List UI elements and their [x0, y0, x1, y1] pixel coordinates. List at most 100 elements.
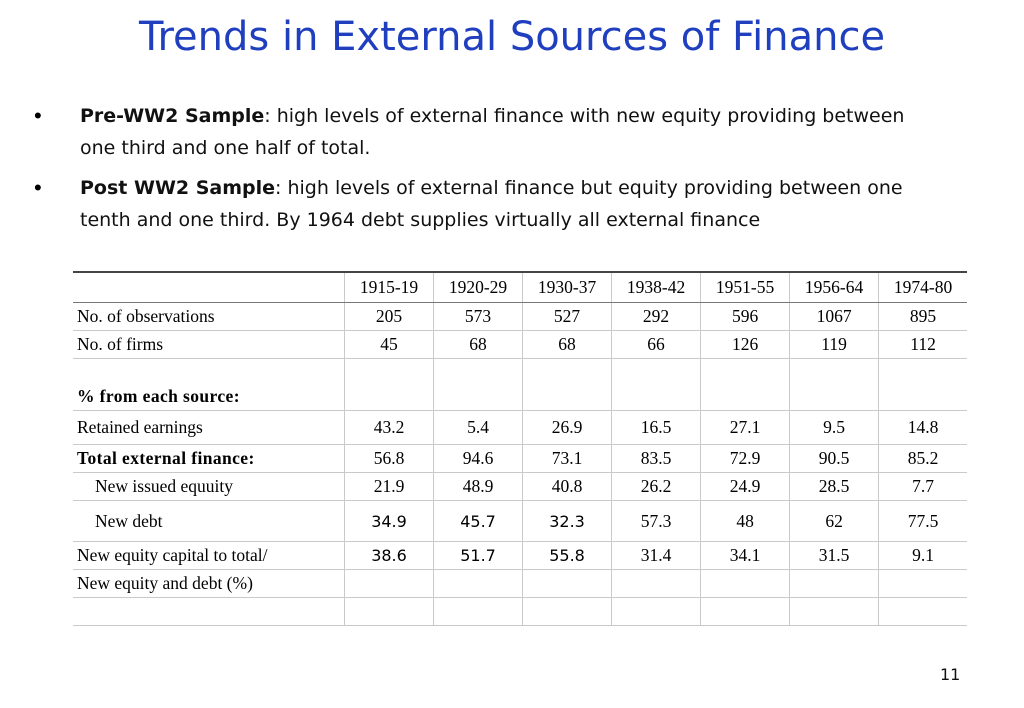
table-cell: 56.8 [344, 444, 435, 473]
bullet-list: • Pre-WW2 Sample: high levels of externa… [34, 100, 964, 244]
table-cell: 48 [700, 500, 791, 542]
table-cell: 7.7 [878, 472, 967, 501]
table-cell [611, 358, 702, 411]
table-cell [344, 597, 435, 626]
bullet-item: • Post WW2 Sample: high levels of extern… [34, 172, 964, 236]
table-row: Retained earnings 43.2 5.4 26.9 16.5 27.… [73, 410, 967, 445]
header-period: 1951-55 [700, 272, 791, 303]
table-cell: 34.1 [700, 541, 791, 570]
row-label: New issued equuity [73, 472, 345, 501]
row-label: New equity capital to total/ [73, 541, 345, 570]
table-row: No. of observations 205 573 527 292 596 … [73, 302, 967, 331]
table-cell: 119 [789, 330, 880, 359]
bullet-item: • Pre-WW2 Sample: high levels of externa… [34, 100, 964, 164]
row-label: No. of firms [73, 330, 345, 359]
bullet-text: Post WW2 Sample: high levels of external… [80, 172, 940, 236]
table-cell: 90.5 [789, 444, 880, 473]
table-cell [789, 597, 880, 626]
table-cell [611, 597, 702, 626]
table-row: Total external finance: 56.8 94.6 73.1 8… [73, 444, 967, 473]
header-period: 1974-80 [878, 272, 967, 303]
table-cell: 292 [611, 302, 702, 331]
header-period: 1920-29 [433, 272, 524, 303]
table-cell: 40.8 [522, 472, 613, 501]
header-period: 1938-42 [611, 272, 702, 303]
table-cell: 45 [344, 330, 435, 359]
table-cell: 34.9 [344, 500, 435, 542]
table-cell: 112 [878, 330, 967, 359]
table-cell: 48.9 [433, 472, 524, 501]
table-cell: 51.7 [433, 541, 524, 570]
table-cell [789, 358, 880, 411]
table-section-row: % from each source: [73, 358, 967, 411]
table-cell: 27.1 [700, 410, 791, 445]
table-cell: 205 [344, 302, 435, 331]
table-cell [73, 597, 345, 626]
table-cell: 72.9 [700, 444, 791, 473]
table-cell: 32.3 [522, 500, 613, 542]
table-cell: 83.5 [611, 444, 702, 473]
table-cell: 73.1 [522, 444, 613, 473]
table-cell: 31.4 [611, 541, 702, 570]
table-cell: 62 [789, 500, 880, 542]
row-label: Retained earnings [73, 410, 345, 445]
table-row [73, 597, 967, 626]
table-cell [611, 569, 702, 598]
table-cell: 85.2 [878, 444, 967, 473]
table-cell: 24.9 [700, 472, 791, 501]
table-cell [344, 569, 435, 598]
table-cell: 77.5 [878, 500, 967, 542]
table-cell: 94.6 [433, 444, 524, 473]
table-cell [878, 358, 967, 411]
section-label: % from each source: [73, 358, 345, 411]
table-cell: 16.5 [611, 410, 702, 445]
table-cell: 126 [700, 330, 791, 359]
table-cell: 895 [878, 302, 967, 331]
row-label: No. of observations [73, 302, 345, 331]
table-cell: 38.6 [344, 541, 435, 570]
table-cell [789, 569, 880, 598]
table-cell: 5.4 [433, 410, 524, 445]
table-cell: 573 [433, 302, 524, 331]
table-cell [878, 597, 967, 626]
table-row: New issued equuity 21.9 48.9 40.8 26.2 2… [73, 472, 967, 501]
table-cell: 596 [700, 302, 791, 331]
row-label: New debt [73, 500, 345, 542]
table-cell: 68 [433, 330, 524, 359]
table-cell [522, 569, 613, 598]
table-cell: 66 [611, 330, 702, 359]
slide-title: Trends in External Sources of Finance [138, 14, 886, 60]
table-cell: 1067 [789, 302, 880, 331]
table-cell: 55.8 [522, 541, 613, 570]
table-cell [433, 569, 524, 598]
table-cell: 14.8 [878, 410, 967, 445]
table-row: New debt 34.9 45.7 32.3 57.3 48 62 77.5 [73, 500, 967, 542]
table-cell: 43.2 [344, 410, 435, 445]
table-cell: 28.5 [789, 472, 880, 501]
bullet-text: Pre-WW2 Sample: high levels of external … [80, 100, 940, 164]
table-row: No. of firms 45 68 68 66 126 119 112 [73, 330, 967, 359]
table-cell: 527 [522, 302, 613, 331]
row-label: Total external finance: [73, 444, 345, 473]
table-cell [700, 569, 791, 598]
table-cell: 68 [522, 330, 613, 359]
table-cell [700, 358, 791, 411]
table-cell [344, 358, 435, 411]
header-period: 1930-37 [522, 272, 613, 303]
table-cell [522, 597, 613, 626]
table-cell [700, 597, 791, 626]
table-row: New equity capital to total/ 38.6 51.7 5… [73, 541, 967, 570]
table-cell: 31.5 [789, 541, 880, 570]
table-cell [522, 358, 613, 411]
bullet-dot-icon: • [34, 103, 42, 128]
finance-table: 1915-19 1920-29 1930-37 1938-42 1951-55 … [73, 271, 967, 626]
table-cell: 26.9 [522, 410, 613, 445]
header-period: 1915-19 [344, 272, 435, 303]
table-cell [433, 358, 524, 411]
table-cell [878, 569, 967, 598]
row-label: New equity and debt (%) [73, 569, 345, 598]
table-cell: 57.3 [611, 500, 702, 542]
bullet-heading: Pre-WW2 Sample [80, 105, 265, 127]
table-row: New equity and debt (%) [73, 569, 967, 598]
table-cell: 45.7 [433, 500, 524, 542]
